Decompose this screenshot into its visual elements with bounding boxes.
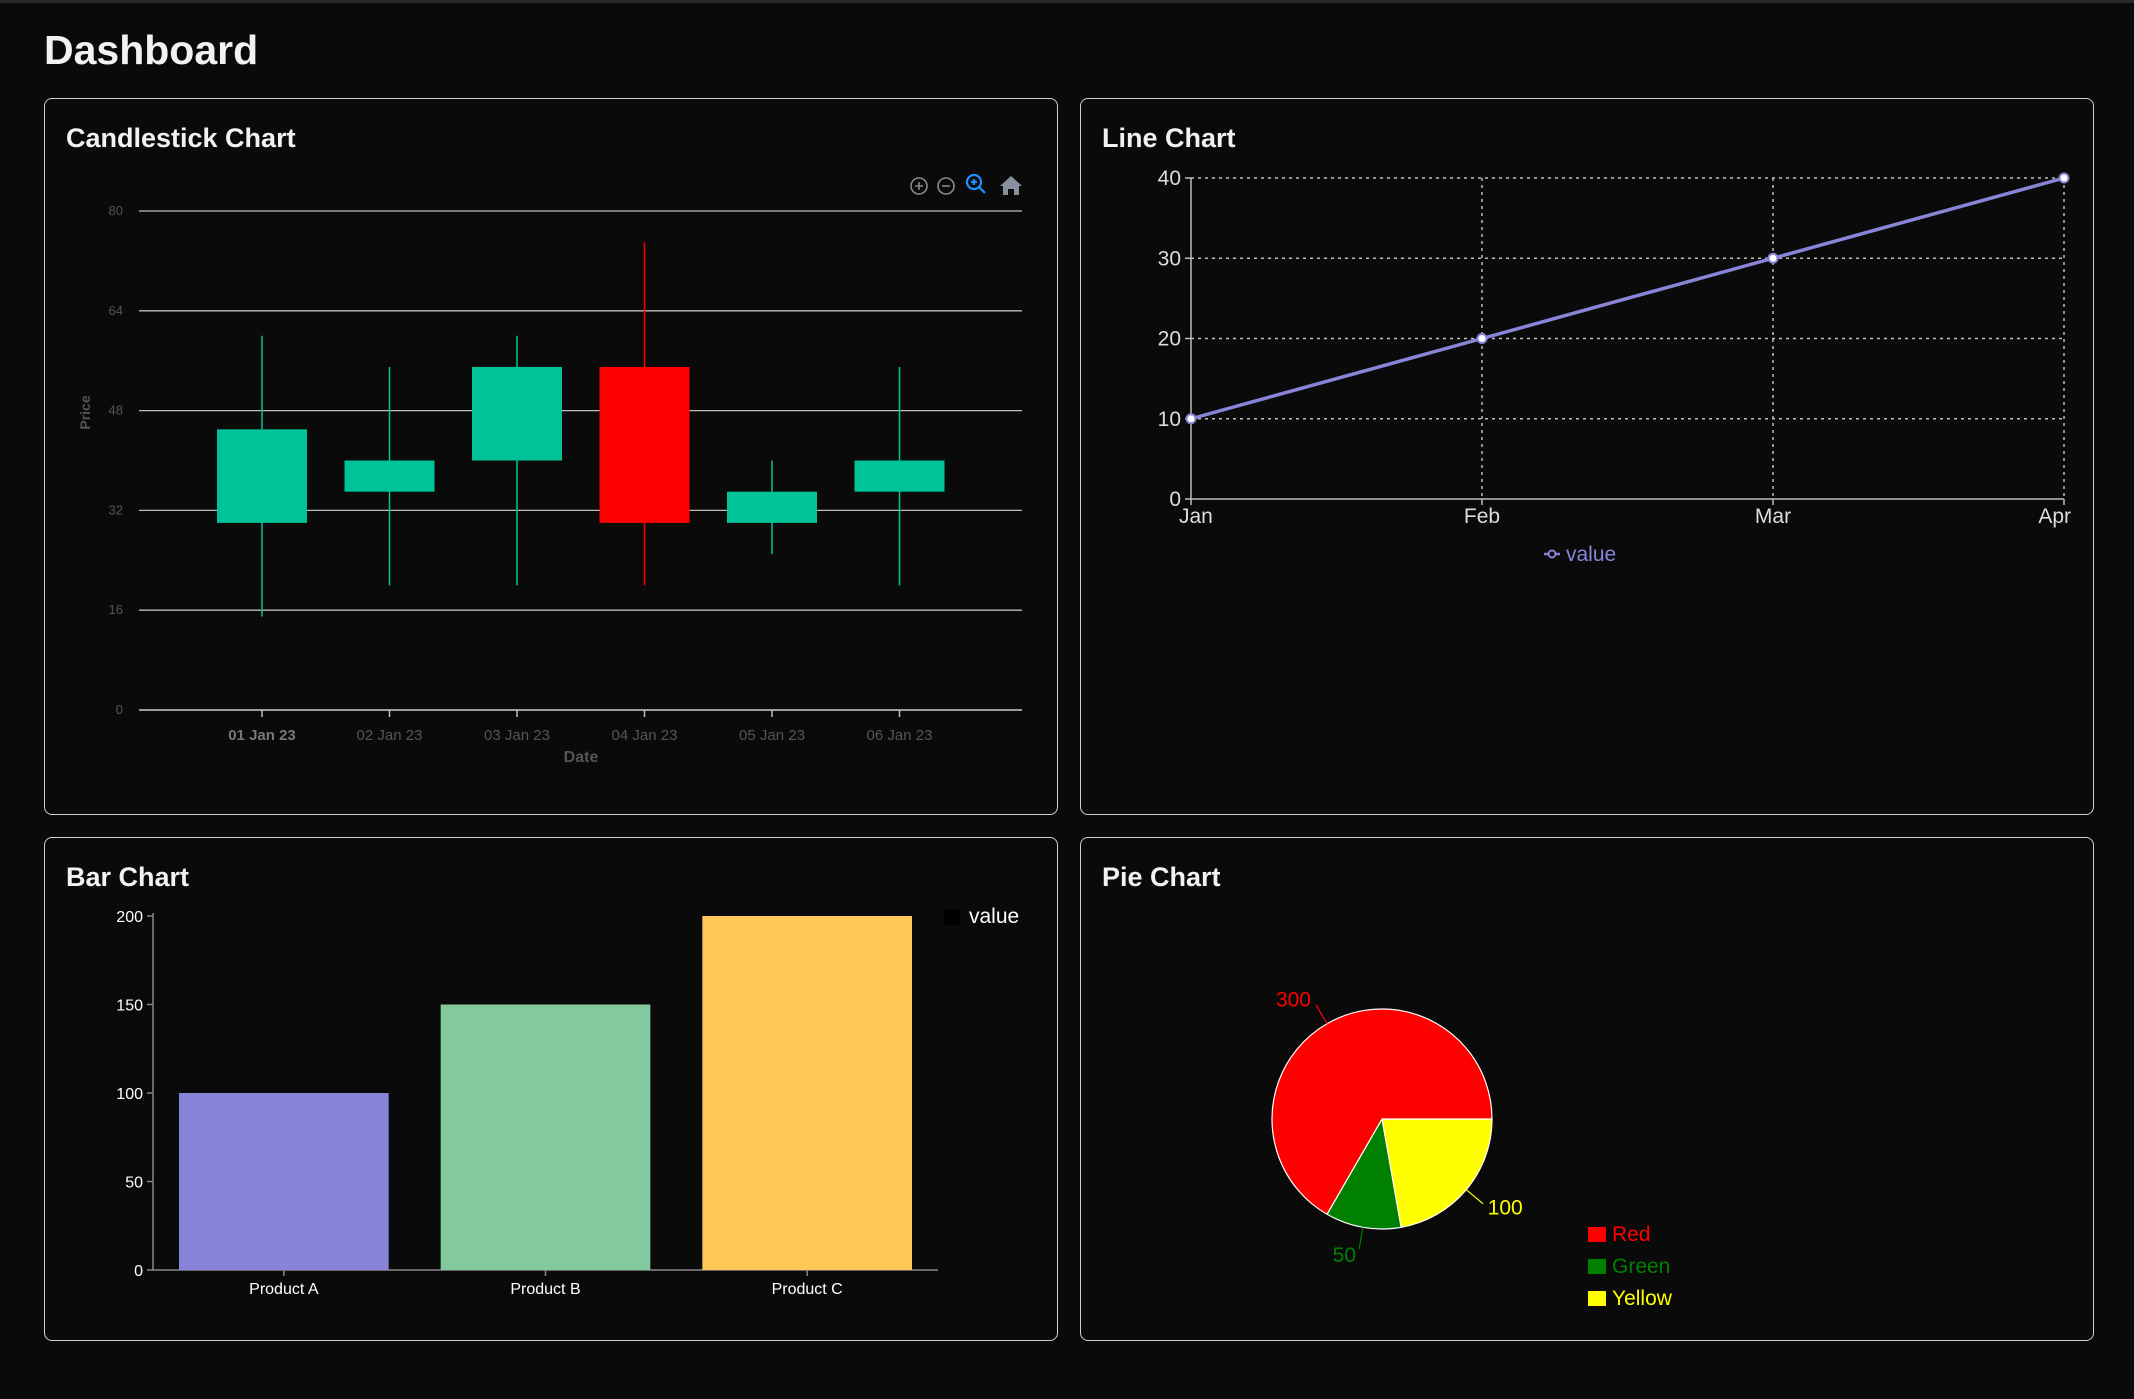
x-tick-label: 01 Jan 23 [228, 727, 296, 744]
legend-label: value [969, 905, 1019, 928]
candle-body [599, 366, 690, 523]
x-tick-label: 04 Jan 23 [612, 727, 678, 744]
y-tick-label: 200 [116, 909, 143, 926]
legend-label: Red [1612, 1223, 1651, 1246]
line-point [1476, 333, 1488, 344]
magnifier-handle [971, 179, 986, 194]
candle-body [472, 366, 562, 461]
line-point [1185, 413, 1197, 425]
candlestick-chart-card: Candlestick Chart 0 16 32 48 64 80 01 Jan 23 02… [44, 98, 1058, 815]
y-tick-label: 16 [109, 602, 123, 617]
x-tick-label: Jan [1179, 505, 1213, 528]
candle-body [727, 491, 817, 523]
y-tick-label: 64 [109, 303, 123, 318]
y-tick-label: 32 [109, 502, 123, 517]
pie-label-leader [1315, 1004, 1328, 1025]
legend-label: Yellow [1612, 1287, 1673, 1310]
pie-value-label: 100 [1488, 1197, 1523, 1220]
x-tick-label: Product A [249, 1281, 319, 1298]
magnifier-lens [965, 173, 983, 191]
line-chart-card: Line Chart 0 10 20 30 40 Jan Feb Mar Apr value [1080, 98, 2094, 815]
x-tick-label: Apr [2038, 505, 2071, 528]
x-tick-label: Product C [772, 1281, 843, 1298]
y-tick-label: 0 [116, 702, 123, 717]
y-tick-label: 50 [125, 1175, 143, 1192]
line-point [1767, 252, 1779, 264]
legend-swatch-dot [1547, 549, 1557, 559]
legend-swatch [1588, 1259, 1606, 1274]
y-axis-title: Price [77, 395, 93, 429]
pie-legend: Red Green Yellow [1588, 1223, 1673, 1310]
y-tick-label: 20 [1158, 328, 1181, 351]
zoom-in-icon[interactable] [910, 177, 928, 195]
y-tick-label: 80 [109, 203, 123, 218]
legend-swatch [1588, 1291, 1606, 1306]
zoom-in-plus [915, 182, 923, 190]
y-tick-label: 0 [134, 1263, 143, 1280]
bar-chart: 0 50 100 150 200 Product A Product B Product C v… [116, 905, 1019, 1298]
zoom-out-icon[interactable] [937, 177, 955, 195]
bar-chart-card: Bar Chart 0 50 100 150 200 Product A Product B… [44, 837, 1058, 1341]
zoom-out-circle [937, 177, 955, 195]
x-tick-label: Product B [510, 1281, 580, 1298]
bar [702, 916, 912, 1270]
candle-body [344, 460, 435, 492]
pie-label-leader [1465, 1189, 1484, 1205]
bar [440, 1004, 651, 1270]
page-title: Dashboard [44, 27, 259, 73]
y-tick-label: 10 [1158, 408, 1181, 431]
pie-value-label: 300 [1276, 988, 1311, 1011]
legend-swatch [944, 909, 960, 925]
y-tick-label: 100 [116, 1086, 143, 1103]
y-tick-label: 150 [116, 998, 143, 1015]
bar-legend: value [944, 905, 1019, 928]
zoom-select-icon[interactable] [965, 173, 986, 194]
x-tick-label: 03 Jan 23 [484, 727, 550, 744]
x-tick-label: Feb [1464, 505, 1500, 528]
line-series-value [1190, 176, 2065, 421]
candle-body [217, 429, 307, 523]
candlestick-chart-title: Candlestick Chart [66, 123, 296, 153]
line-chart: 0 10 20 30 40 Jan Feb Mar Apr value [1158, 167, 2071, 566]
pie-slice-green [1326, 1117, 1402, 1230]
zoom-in-circle [910, 177, 928, 195]
pie-label-leader [1358, 1227, 1364, 1250]
x-tick-label: Mar [1755, 505, 1791, 528]
candle-body [854, 460, 945, 492]
legend-label: Green [1612, 1255, 1670, 1278]
candlestick-chart: 0 16 32 48 64 80 01 Jan 23 02 Jan 23 03 Jan 23 04… [77, 173, 1022, 766]
reset-home-icon[interactable] [1000, 176, 1022, 195]
pie-slice-red [1271, 1008, 1493, 1216]
home-shape [1000, 176, 1022, 195]
line-chart-title: Line Chart [1102, 123, 1236, 153]
x-tick-label: 02 Jan 23 [357, 727, 423, 744]
x-tick-label: 05 Jan 23 [739, 727, 805, 744]
pie-value-label: 50 [1333, 1244, 1356, 1267]
y-tick-label: 48 [109, 403, 123, 418]
line-point [2058, 172, 2070, 184]
pie-chart-card: Pie Chart 100 50 300 Red Green Yellow [1080, 837, 2094, 1341]
y-tick-label: 40 [1158, 167, 1181, 190]
y-tick-label: 30 [1158, 247, 1181, 270]
x-tick-label: 06 Jan 23 [867, 727, 933, 744]
line-legend: value [1544, 543, 1616, 566]
legend-swatch [1588, 1227, 1606, 1242]
bar-chart-title: Bar Chart [66, 862, 190, 892]
pie-chart-title: Pie Chart [1102, 862, 1221, 892]
x-axis-title: Date [564, 749, 599, 766]
bar [179, 1093, 389, 1270]
pie-chart: 100 50 300 Red Green Yellow [1271, 988, 1673, 1310]
legend-label: value [1566, 543, 1616, 566]
y-tick-label: 0 [1169, 488, 1181, 511]
